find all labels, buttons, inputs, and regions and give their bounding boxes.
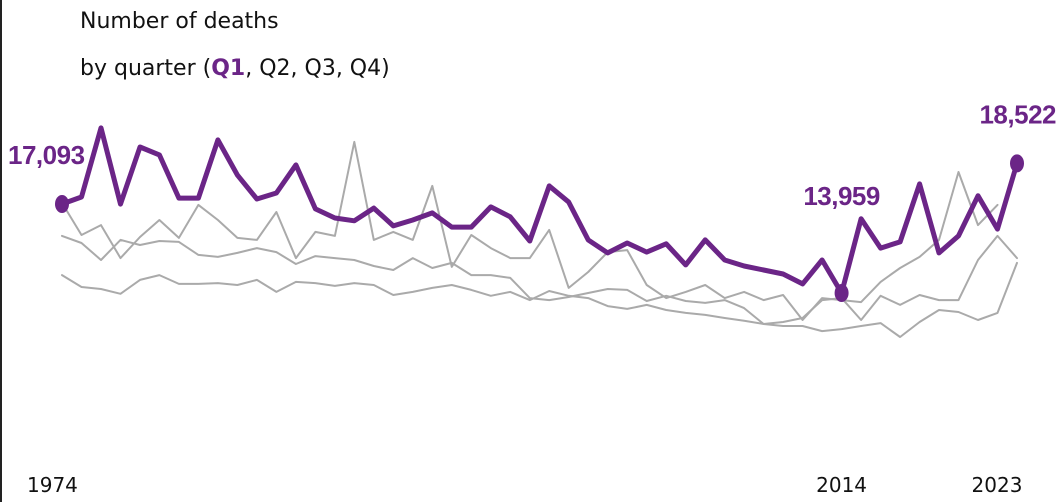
point-marker <box>834 284 849 303</box>
value-label: 18,522 <box>979 99 1056 129</box>
point-marker <box>55 194 69 213</box>
subtitle-part: , Q2, Q3, Q4) <box>245 56 389 81</box>
value-label: 17,093 <box>8 140 85 170</box>
value-label: 13,959 <box>803 181 880 211</box>
x-tick-label: 2023 <box>972 473 1023 497</box>
point-marker <box>1010 154 1024 173</box>
series-line <box>61 234 1018 325</box>
chart-title: Number of deaths <box>80 9 279 34</box>
x-tick-label: 2014 <box>816 473 867 497</box>
subtitle-highlight: Q1 <box>211 56 245 81</box>
chart-subtitle: by quarter (Q1, Q2, Q3, Q4) <box>80 56 390 81</box>
x-tick-label: 1974 <box>27 473 78 497</box>
highlight-line <box>59 125 1020 296</box>
subtitle-part: by quarter ( <box>80 56 211 81</box>
series-line <box>61 261 1018 338</box>
